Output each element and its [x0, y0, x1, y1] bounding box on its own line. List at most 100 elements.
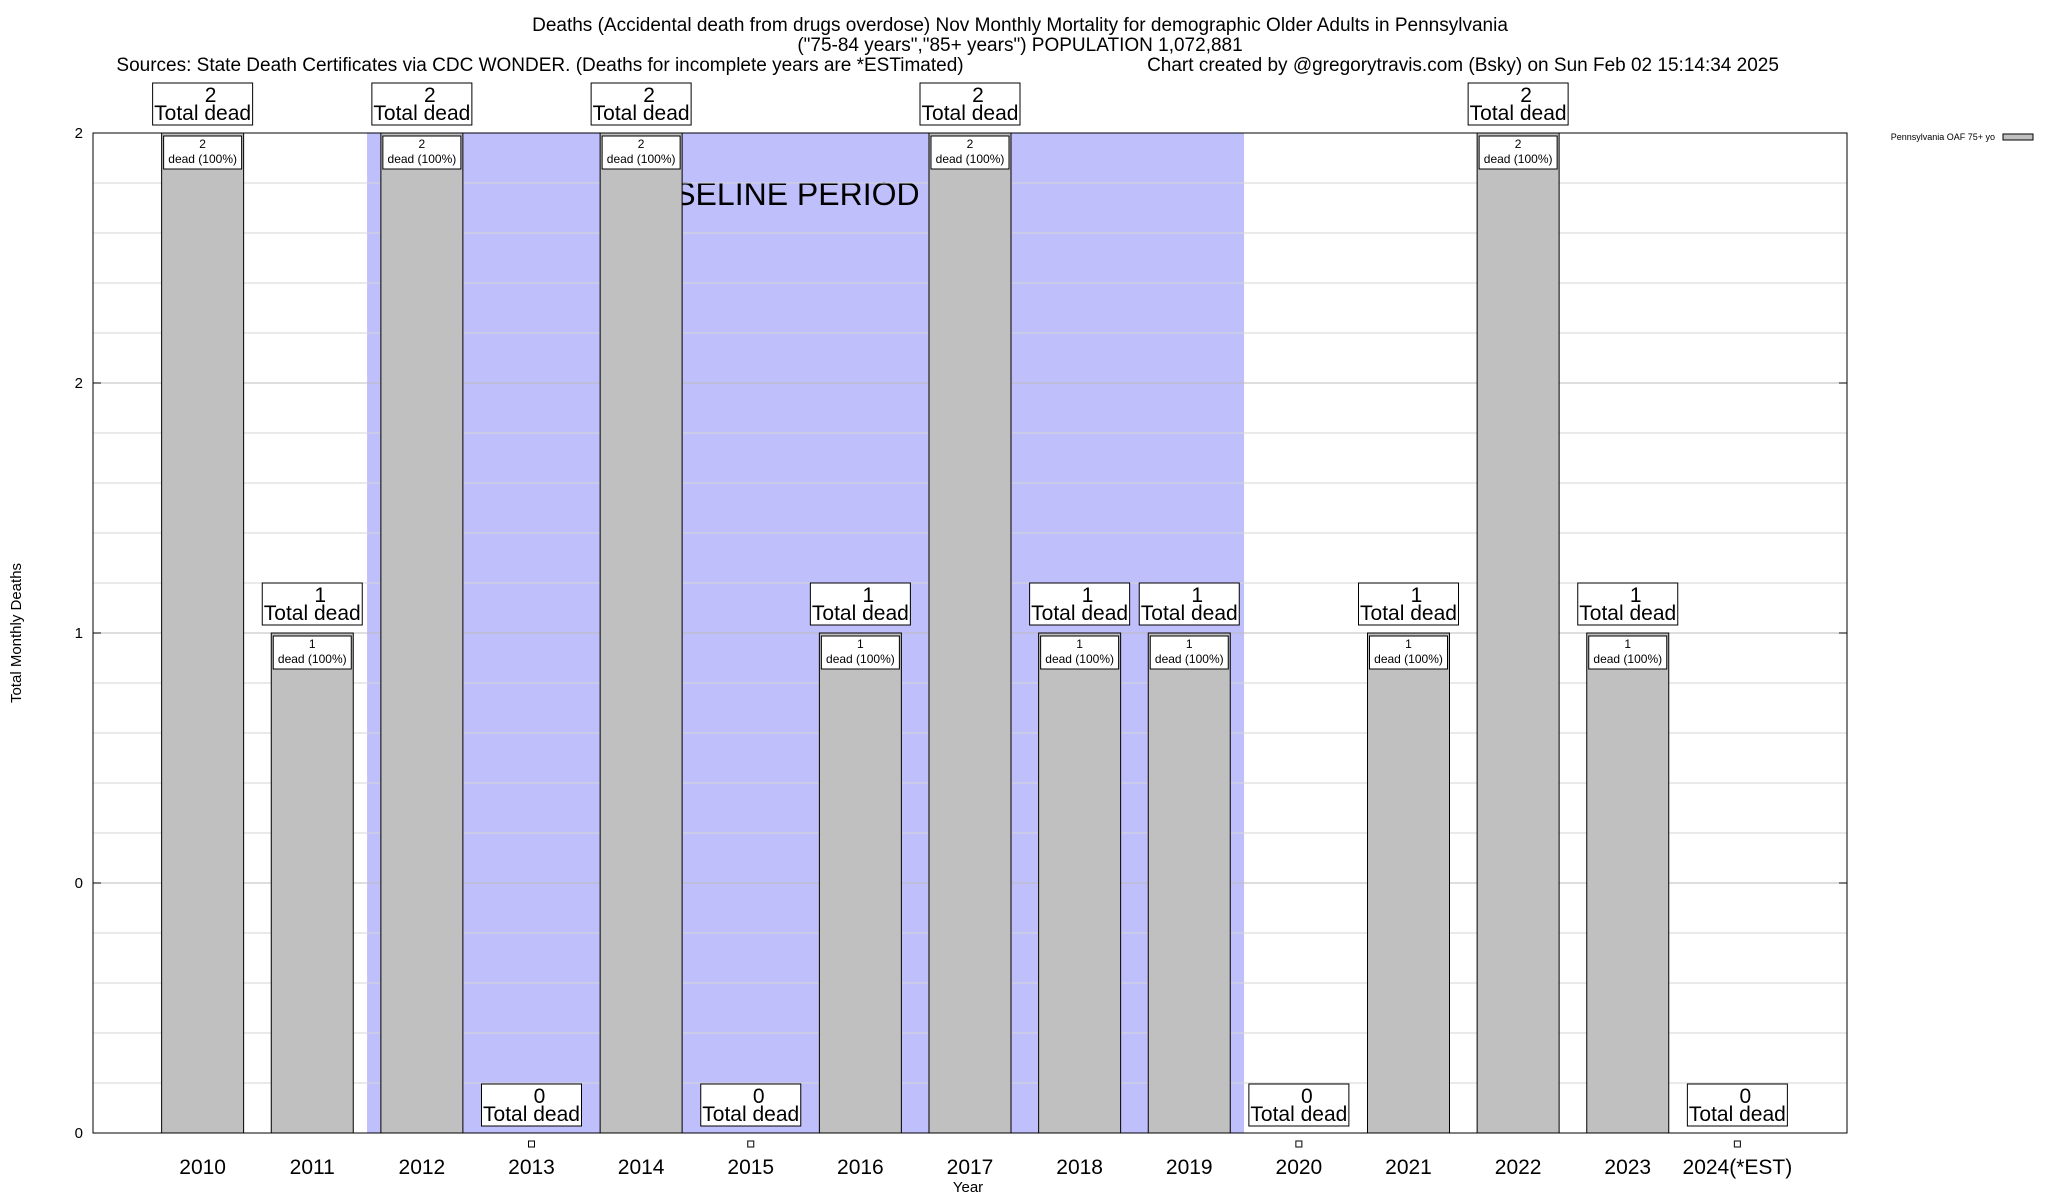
total-label-suffix: Total dead	[264, 602, 361, 625]
total-label-box	[1577, 582, 1679, 626]
segment-label-box	[1369, 635, 1448, 670]
total-label-suffix: Total dead	[922, 102, 1019, 125]
x-tick-label: 2010	[179, 1156, 226, 1179]
segment-label-box	[382, 135, 462, 170]
segment-label-value: 2	[638, 137, 645, 151]
segment-label-suffix: dead (100%)	[388, 152, 457, 166]
total-label-box	[152, 82, 254, 126]
segment-label-value: 1	[1186, 637, 1193, 651]
total-label-box	[1686, 1083, 1788, 1127]
bar	[928, 132, 1012, 1134]
total-label-value: 0	[534, 1085, 546, 1108]
legend-label: Pennsylvania OAF 75+ yo	[1891, 132, 1995, 142]
x-tick-label: 2017	[947, 1156, 994, 1179]
zero-bar-marker	[528, 1140, 535, 1148]
total-label-box	[809, 582, 911, 626]
zero-bar-marker	[1295, 1140, 1303, 1148]
total-label-suffix: Total dead	[1579, 602, 1676, 625]
x-tick-label: 2024(*EST)	[1683, 1156, 1793, 1179]
segment-label-box	[1149, 635, 1229, 670]
segment-label-value: 1	[1076, 637, 1083, 651]
total-label-suffix: Total dead	[373, 102, 470, 125]
chart-sources: Sources: State Death Certificates via CD…	[116, 55, 963, 76]
total-label-value: 0	[1740, 1085, 1752, 1108]
total-label-value: 2	[972, 84, 984, 107]
total-label-value: 1	[1191, 584, 1203, 607]
total-label-value: 1	[1082, 584, 1094, 607]
total-label-value: 1	[1411, 584, 1423, 607]
total-label-box	[481, 1083, 582, 1127]
total-label-value: 0	[1301, 1085, 1313, 1108]
total-label-suffix: Total dead	[593, 102, 690, 125]
segment-label-value: 2	[967, 137, 974, 151]
legend: Pennsylvania OAF 75+ yo	[1891, 132, 2034, 142]
segment-label-suffix: dead (100%)	[936, 152, 1005, 166]
segment-label-box	[820, 635, 900, 670]
zero-bar-marker	[1733, 1140, 1741, 1148]
bar	[1367, 632, 1450, 1134]
total-label-value: 1	[314, 584, 326, 607]
total-label-suffix: Total dead	[1250, 1103, 1347, 1126]
x-tick-label: 2023	[1604, 1156, 1651, 1179]
total-label-value: 2	[643, 84, 655, 107]
y-tick-label: 0	[75, 875, 83, 892]
x-tick-label: 2012	[399, 1156, 446, 1179]
x-tick-label: 2013	[508, 1156, 555, 1179]
segment-label-suffix: dead (100%)	[1045, 652, 1114, 666]
y-axis-label: Total Monthly Deaths	[8, 563, 25, 703]
segment-label-suffix: dead (100%)	[826, 652, 895, 666]
total-label-box	[1358, 582, 1459, 626]
total-label-suffix: Total dead	[1031, 602, 1128, 625]
x-tick-label: 2022	[1495, 1156, 1542, 1179]
total-label-box	[1248, 1083, 1350, 1127]
bar	[270, 632, 354, 1134]
segment-label-suffix: dead (100%)	[607, 152, 676, 166]
bar	[818, 632, 902, 1134]
x-axis-label: Year	[953, 1179, 983, 1196]
segment-label-box	[1588, 635, 1668, 670]
zero-bar-marker	[747, 1140, 755, 1148]
total-label-suffix: Total dead	[1360, 602, 1457, 625]
segment-label-value: 1	[309, 637, 316, 651]
segment-label-suffix: dead (100%)	[1155, 652, 1224, 666]
chart-title: Deaths (Accidental death from drugs over…	[532, 15, 1508, 36]
total-label-value: 1	[863, 584, 875, 607]
total-label-suffix: Total dead	[1470, 102, 1567, 125]
total-label-box	[1138, 582, 1240, 626]
y-tick-label: 2	[75, 375, 83, 392]
x-tick-label: 2014	[618, 1156, 665, 1179]
segment-label-value: 1	[1405, 637, 1412, 651]
segment-label-box	[1040, 635, 1120, 670]
segment-label-box	[1478, 135, 1558, 170]
bar	[1586, 632, 1670, 1134]
y-tick-label: 1	[75, 625, 83, 642]
total-label-suffix: Total dead	[1141, 602, 1238, 625]
y-tick-label: 0	[75, 1125, 83, 1142]
x-tick-label: 2011	[290, 1156, 335, 1179]
total-label-suffix: Total dead	[1689, 1103, 1786, 1126]
total-label-suffix: Total dead	[483, 1103, 580, 1126]
bar	[599, 132, 683, 1134]
segment-label-value: 1	[1624, 637, 1631, 651]
total-label-suffix: Total dead	[812, 602, 909, 625]
bar	[1147, 632, 1231, 1134]
segment-label-box	[272, 635, 352, 670]
total-label-suffix: Total dead	[154, 102, 251, 125]
x-tick-label: 2018	[1056, 1156, 1103, 1179]
segment-label-suffix: dead (100%)	[1374, 652, 1443, 666]
x-tick-label: 2016	[837, 1156, 884, 1179]
total-label-box	[371, 82, 473, 126]
total-label-box	[700, 1083, 802, 1127]
segment-label-suffix: dead (100%)	[278, 652, 347, 666]
segment-label-value: 2	[199, 137, 206, 151]
segment-label-suffix: dead (100%)	[1593, 652, 1662, 666]
bar	[1038, 632, 1122, 1134]
x-tick-label: 2015	[727, 1156, 774, 1179]
chart-subtitle: ("75-84 years","85+ years") POPULATION 1…	[797, 35, 1242, 56]
segment-label-box	[601, 135, 681, 170]
segment-label-suffix: dead (100%)	[1484, 152, 1553, 166]
total-label-box	[1467, 82, 1569, 126]
total-label-box	[261, 582, 363, 626]
total-label-value: 2	[205, 84, 217, 107]
